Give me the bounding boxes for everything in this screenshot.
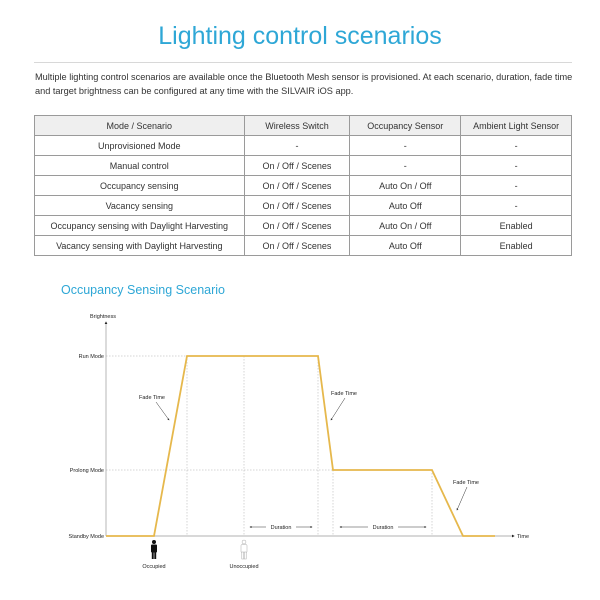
scenario-table: Mode / Scenario Wireless Switch Occupanc… [34, 115, 572, 256]
divider [34, 62, 572, 63]
duration-label: Duration [373, 525, 394, 531]
table-cell: Enabled [460, 235, 572, 256]
x-axis-label: Time [517, 534, 529, 540]
level-prolong: Prolong Mode [70, 468, 104, 474]
diagram-title: Occupancy Sensing Scenario [61, 283, 225, 297]
unoccupied-label: Unoccupied [229, 564, 258, 570]
person-occupied-icon [151, 540, 157, 559]
brightness-curve [106, 355, 495, 537]
intro-paragraph: Multiple lighting control scenarios are … [35, 72, 573, 96]
header-cell: Mode / Scenario [34, 115, 245, 136]
page-title: Lighting control scenarios [158, 22, 442, 50]
table-header-row: Mode / Scenario Wireless Switch Occupanc… [34, 115, 572, 136]
y-axis-label: Brightness [90, 314, 116, 320]
table-row: Vacancy sensing with Daylight Harvesting… [34, 235, 572, 256]
fade-time-label: Fade Time [453, 480, 479, 486]
duration-label: Duration [271, 525, 292, 531]
level-standby: Standby Mode [69, 534, 104, 540]
level-run: Run Mode [79, 354, 104, 360]
fade-time-label: Fade Time [139, 395, 165, 401]
table-row: Unprovisioned Mode - - - [34, 135, 572, 156]
fade-time-label: Fade Time [331, 391, 357, 397]
person-unoccupied-icon [240, 539, 248, 560]
table-row: Vacancy sensing On / Off / Scenes Auto Off… [34, 195, 572, 216]
table-row: Occupancy sensing with Daylight Harvesti… [34, 215, 572, 236]
table-row: Occupancy sensing On / Off / Scenes Auto O… [34, 175, 572, 196]
guide-lines [106, 355, 433, 536]
table-cell: Vacancy sensing with Daylight Harvesting [34, 235, 245, 256]
occupied-label: Occupied [142, 564, 165, 570]
